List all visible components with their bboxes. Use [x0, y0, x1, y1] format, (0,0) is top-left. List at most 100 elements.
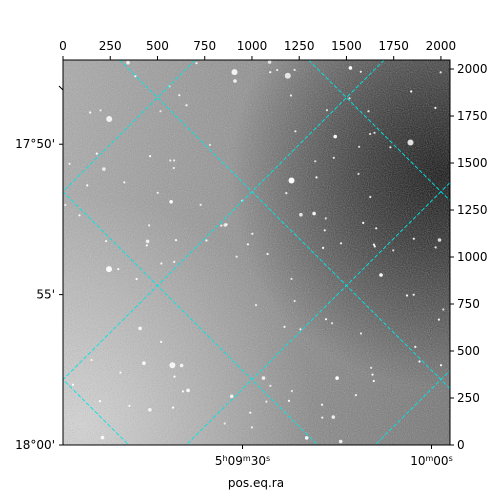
star: [223, 422, 226, 425]
star: [312, 211, 316, 216]
top-pixel-axis: 0 250 500 750 1000 1250 1500 1750 2000: [59, 39, 456, 60]
star: [373, 245, 376, 248]
dec-minor-tick: [58, 85, 64, 91]
star: [283, 325, 286, 328]
star: [392, 249, 395, 252]
star: [354, 394, 357, 397]
x-top-tick-label: 1250: [284, 39, 315, 53]
sky-image: [63, 60, 450, 445]
star: [348, 66, 353, 70]
bottom-ra-axis: 5h09m30s 10m00s: [215, 445, 453, 468]
star: [434, 106, 437, 109]
dec-tick-label: 18°00': [15, 438, 55, 452]
dec-tick-label: 17°50': [15, 137, 55, 151]
star: [208, 143, 212, 146]
star: [333, 134, 338, 139]
star: [148, 408, 152, 412]
star: [325, 109, 329, 112]
star: [371, 373, 374, 376]
star: [100, 435, 105, 440]
star: [322, 246, 325, 249]
star: [359, 70, 362, 73]
star: [331, 415, 336, 419]
star: [195, 62, 198, 65]
star: [173, 260, 176, 263]
star: [332, 156, 335, 159]
star: [288, 177, 295, 184]
star: [233, 79, 237, 83]
star: [225, 223, 228, 226]
y-right-tick-label: 750: [457, 297, 480, 311]
y-right-tick-label: 1250: [457, 203, 488, 217]
star: [174, 239, 178, 242]
star: [362, 221, 365, 224]
star: [99, 109, 102, 112]
star: [287, 399, 291, 402]
star: [254, 304, 258, 307]
star: [149, 155, 152, 158]
star: [159, 110, 162, 113]
y-right-tick-label: 1000: [457, 250, 488, 264]
grid-line: [63, 190, 319, 445]
star: [290, 389, 293, 393]
star: [90, 358, 93, 362]
star: [320, 403, 324, 406]
star: [412, 237, 415, 240]
grid-line: [63, 60, 385, 381]
y-right-tick-label: 500: [457, 344, 480, 358]
x-top-tick-label: 0: [59, 39, 67, 53]
y-right-tick-label: 1500: [457, 156, 488, 170]
star: [246, 243, 249, 246]
star: [181, 390, 184, 393]
star: [379, 273, 383, 277]
coordinate-grid: [63, 60, 450, 445]
star: [299, 328, 302, 331]
stars: [64, 60, 445, 444]
star: [98, 400, 101, 403]
star: [145, 244, 148, 247]
star: [314, 160, 317, 163]
star: [169, 200, 173, 204]
star: [266, 252, 269, 256]
star: [251, 232, 254, 235]
star: [358, 145, 361, 148]
star: [235, 255, 238, 258]
star: [405, 294, 409, 297]
star: [229, 394, 234, 399]
star: [267, 60, 272, 64]
star: [372, 379, 375, 383]
star: [105, 240, 108, 243]
star: [231, 69, 238, 76]
star: [290, 277, 293, 280]
star: [410, 90, 413, 93]
star: [437, 318, 440, 321]
star: [160, 340, 163, 343]
star: [294, 130, 297, 133]
star: [412, 293, 415, 296]
grid-line: [308, 60, 450, 202]
star: [135, 277, 138, 281]
star: [148, 224, 151, 227]
star: [324, 318, 328, 321]
star: [261, 376, 266, 380]
star: [199, 203, 202, 206]
star: [348, 97, 351, 100]
star: [95, 152, 98, 155]
star: [171, 406, 175, 409]
plot-frame: [62, 59, 451, 446]
star: [330, 322, 334, 325]
star: [249, 411, 252, 414]
star: [220, 224, 223, 227]
star: [102, 167, 106, 171]
star: [117, 268, 120, 271]
star: [205, 239, 208, 242]
x-top-tick-label: 1000: [237, 39, 268, 53]
star: [172, 166, 175, 170]
star: [250, 426, 253, 429]
star: [265, 400, 268, 403]
star: [179, 363, 184, 368]
grid-line: [119, 60, 450, 390]
star: [178, 94, 181, 97]
dec-tick-label: 55': [36, 288, 55, 302]
star: [173, 375, 176, 378]
